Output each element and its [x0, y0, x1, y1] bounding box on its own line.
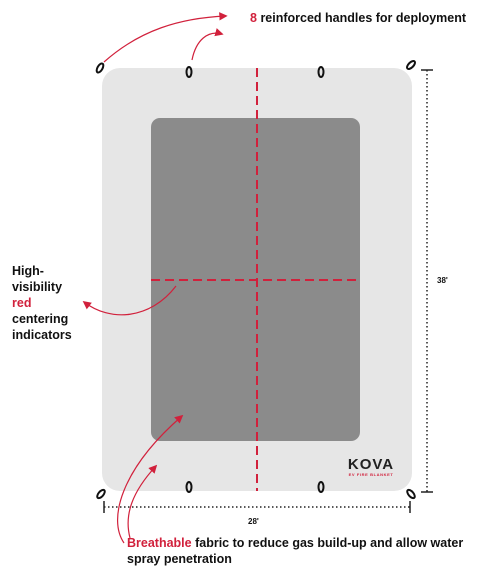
fabric-callout: Breathable fabric to reduce gas build-up… — [127, 535, 487, 567]
centering-line-4: centering — [12, 312, 69, 326]
width-dimension — [103, 501, 411, 513]
handle-bottom-2 — [317, 481, 325, 493]
centering-line-2: visibility — [12, 280, 63, 294]
arrow-handles-center — [191, 28, 224, 61]
handles-callout: 8 reinforced handles for deployment — [250, 10, 466, 26]
handle-bottom-left-corner — [96, 488, 106, 500]
height-label: 38' — [437, 276, 448, 285]
arrow-fabric-1 — [117, 414, 184, 544]
handle-bottom-1 — [185, 481, 193, 493]
kova-logo: KOVA EV FIRE BLANKET — [341, 457, 401, 478]
logo-tagline: EV FIRE BLANKET — [348, 472, 394, 477]
handle-top-left-corner — [95, 62, 105, 74]
centering-callout: High- visibility red centering indicator… — [12, 263, 92, 343]
handle-top-2 — [317, 66, 325, 78]
arrow-centering — [82, 285, 177, 316]
handle-bottom-right-corner — [406, 488, 416, 500]
logo-word: KOVA — [347, 456, 395, 473]
handles-text: reinforced handles for deployment — [260, 11, 467, 25]
handles — [95, 60, 416, 500]
centering-line-1: High- — [12, 264, 44, 278]
handles-count: 8 — [250, 11, 257, 25]
handle-top-right-corner — [406, 60, 416, 70]
handle-top-1 — [185, 66, 193, 78]
arrow-handles-left — [103, 12, 228, 63]
fabric-text: fabric to reduce gas build-up and allow … — [127, 536, 464, 566]
centering-line-5: indicators — [12, 328, 72, 342]
fabric-highlight: Breathable — [127, 536, 192, 550]
centering-highlight: red — [12, 296, 32, 310]
arrow-fabric-2 — [127, 464, 158, 539]
height-dimension — [421, 69, 433, 493]
width-label: 28' — [248, 517, 259, 526]
